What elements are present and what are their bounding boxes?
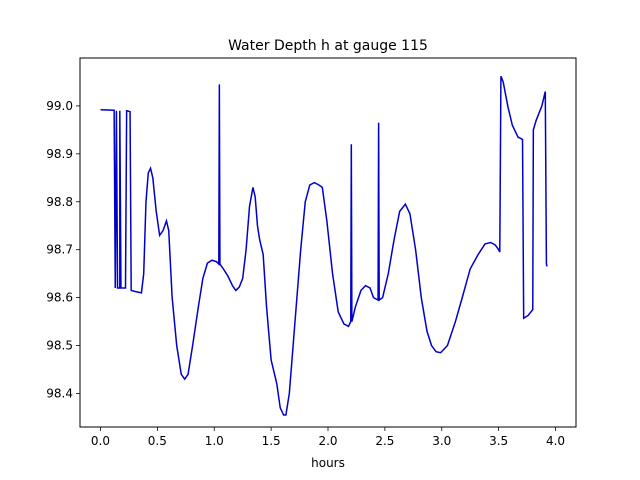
x-tick-label: 3.0 — [432, 434, 451, 448]
y-tick-label: 98.4 — [46, 386, 73, 400]
x-tick-label: 2.0 — [318, 434, 337, 448]
y-tick-label: 98.8 — [46, 195, 73, 209]
x-tick-label: 2.5 — [375, 434, 394, 448]
x-tick-label: 0.5 — [148, 434, 167, 448]
y-tick-label: 98.5 — [46, 339, 73, 353]
axes-frame — [79, 57, 577, 428]
y-tick-label: 98.9 — [46, 147, 73, 161]
x-tick-label: 3.5 — [489, 434, 508, 448]
y-tick-label: 98.6 — [46, 291, 73, 305]
series-line — [100, 75, 548, 416]
x-tick-label: 4.0 — [546, 434, 565, 448]
y-tick-label: 98.7 — [46, 243, 73, 257]
x-tick-label: 1.0 — [205, 434, 224, 448]
chart-title: Water Depth h at gauge 115 — [228, 38, 428, 54]
x-tick-label: 0.0 — [91, 434, 110, 448]
x-axis: 0.0 0.5 1.0 1.5 2.0 2.5 3.0 3.5 4.0 — [91, 427, 565, 448]
y-axis: 98.4 98.5 98.6 98.7 98.8 98.9 99.0 — [46, 99, 80, 400]
y-tick-label: 99.0 — [46, 99, 73, 113]
x-tick-label: 1.5 — [262, 434, 281, 448]
x-axis-label: hours — [311, 456, 345, 470]
